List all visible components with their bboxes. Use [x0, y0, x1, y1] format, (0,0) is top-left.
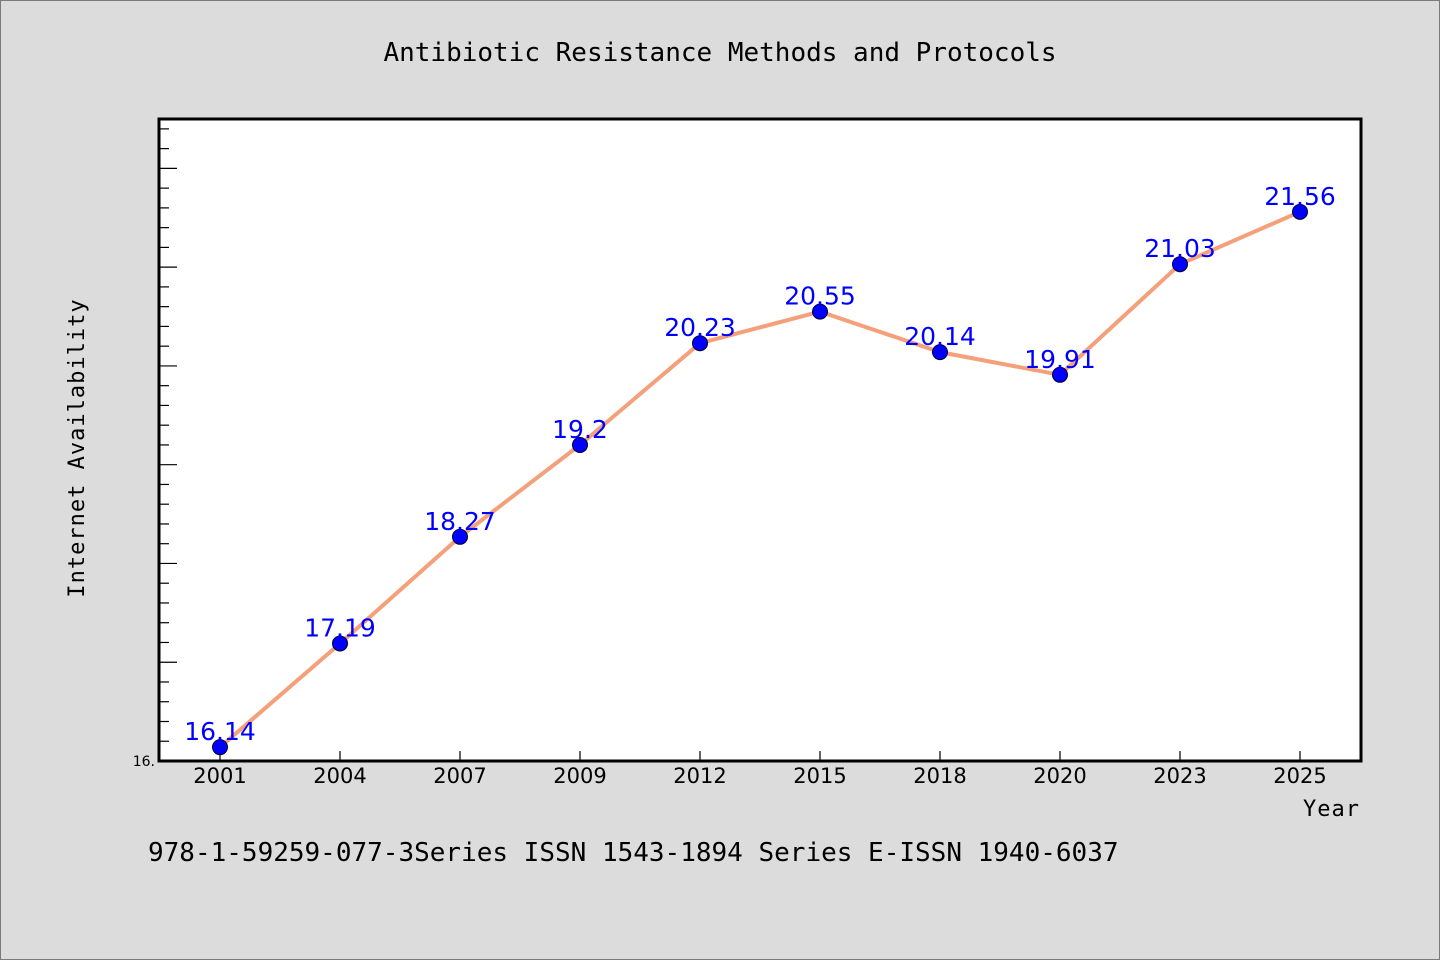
data-label: 19.91	[1024, 345, 1096, 374]
y-axis-ticks	[159, 128, 177, 762]
data-label: 19.2	[552, 415, 608, 444]
data-label: 20.55	[784, 282, 856, 311]
data-point	[812, 303, 828, 320]
data-label: 17.19	[304, 613, 376, 642]
x-tick-label: 2025	[1273, 764, 1326, 788]
x-axis-ticks	[219, 751, 1301, 761]
data-point	[452, 528, 468, 545]
data-label: 20.14	[904, 322, 976, 351]
data-point	[1172, 256, 1188, 273]
data-label: 18.27	[424, 507, 496, 536]
x-tick-label: 2009	[553, 764, 606, 788]
plot-area	[157, 117, 1363, 763]
data-point	[692, 335, 708, 352]
data-label: 20.23	[664, 313, 736, 342]
x-tick-label: 2012	[673, 764, 726, 788]
y-axis-tick-labels: 16.	[133, 754, 155, 770]
data-point	[932, 344, 948, 361]
x-tick-label: 2018	[913, 764, 966, 788]
data-label: 16.14	[184, 717, 256, 746]
data-point	[332, 635, 348, 652]
data-point	[1052, 366, 1068, 383]
x-tick-label: 2004	[313, 764, 366, 788]
x-tick-label: 2001	[193, 764, 246, 788]
data-label: 21.56	[1264, 182, 1336, 211]
x-axis-label: Year	[1303, 797, 1360, 822]
chart-title: Antibiotic Resistance Methods and Protoc…	[383, 38, 1056, 68]
y-axis-label: Internet Availability	[65, 298, 90, 597]
series-group: 16.14 17.19 18.27 19.2 20.23 20.55 20.14 19.91 2…	[184, 182, 1336, 756]
x-tick-label: 2020	[1033, 764, 1086, 788]
x-tick-label: 2015	[793, 764, 846, 788]
data-point	[572, 436, 588, 453]
y-tick-label: 16.	[133, 754, 155, 770]
series-line	[218, 209, 1302, 750]
x-tick-label: 2023	[1153, 764, 1206, 788]
x-tick-label: 2007	[433, 764, 486, 788]
data-point	[212, 739, 228, 756]
data-point	[1292, 203, 1308, 220]
footer-isbn-text: 978-1-59259-077-3Series ISSN 1543-1894 S…	[148, 838, 1119, 868]
x-axis-tick-labels: 2001 2004 2007 2009 2012 2015 2018 2020 2023 2025	[193, 764, 1326, 788]
data-label: 21.03	[1144, 234, 1216, 263]
